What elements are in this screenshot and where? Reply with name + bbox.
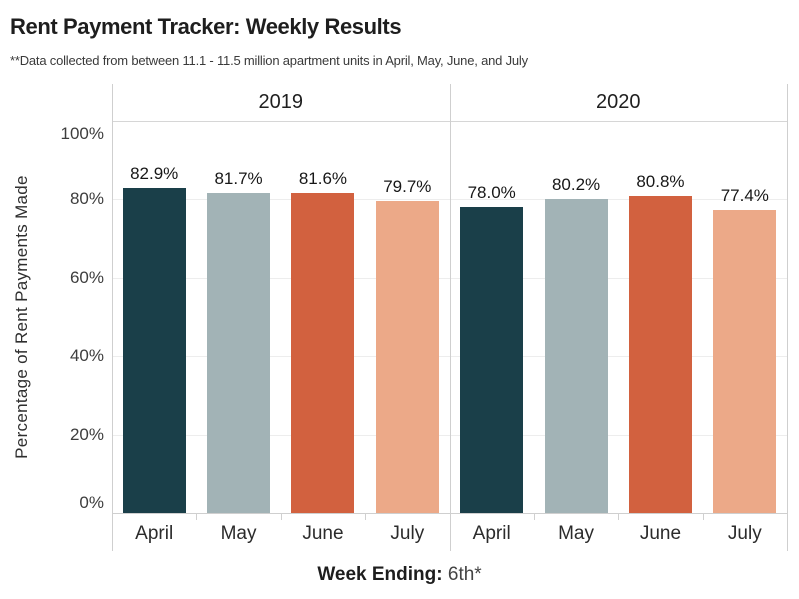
x-tick-label-april-2019: April [135, 523, 174, 544]
chart-subtitle: **Data collected from between 11.1 - 11.… [10, 53, 528, 68]
bar-june-2019[interactable] [291, 193, 355, 513]
bar-value-label: 82.9% [130, 164, 179, 184]
bar-value-label: 81.7% [214, 168, 263, 188]
y-tick-label: 40% [69, 346, 104, 366]
bar-value-label: 80.2% [551, 174, 601, 194]
bar-value-label: 78.0% [467, 183, 516, 203]
category-tick [280, 513, 282, 520]
y-tick-label: 100% [60, 124, 104, 143]
category-tick [196, 513, 198, 520]
x-tick-label-june-2020: June [639, 523, 682, 544]
bar-value-label: 80.8% [636, 172, 685, 192]
x-axis-caption: Week Ending: 6th* [0, 564, 799, 586]
pane-border [112, 84, 113, 551]
category-tick [618, 513, 620, 520]
x-tick-label-may-2019: May [220, 523, 257, 544]
category-tick [702, 513, 704, 520]
x-axis-caption-value: 6th* [447, 564, 482, 585]
group-header-2019: 2019 [258, 91, 304, 113]
bar-june-2020[interactable] [628, 196, 692, 513]
y-tick-label: 0% [79, 493, 104, 512]
bar-value-label: 79.7% [383, 176, 432, 196]
category-tick [365, 513, 367, 520]
bar-value-label: 77.4% [720, 185, 769, 205]
group-header-2020: 2020 [596, 91, 641, 113]
bar-value-label: 81.6% [298, 169, 348, 189]
bar-july-2020[interactable] [713, 209, 777, 513]
chart-title: Rent Payment Tracker: Weekly Results [10, 14, 402, 39]
y-tick-label: 80% [69, 189, 104, 209]
y-tick-label: 20% [69, 424, 104, 444]
bar-may-2020[interactable] [544, 198, 608, 513]
x-tick-label-may-2020: May [558, 523, 595, 544]
bar-may-2019[interactable] [207, 192, 271, 513]
group-divider [449, 84, 451, 551]
category-tick [533, 513, 535, 520]
x-tick-label-july-2020: July [727, 523, 762, 544]
bar-april-2020[interactable] [460, 207, 524, 513]
x-tick-label-april-2020: April [472, 523, 511, 544]
x-tick-label-july-2019: July [390, 523, 425, 544]
x-axis-caption-label: Week Ending: [317, 564, 443, 585]
bar-july-2019[interactable] [375, 200, 439, 513]
bar-april-2019[interactable] [122, 188, 186, 513]
y-tick-label: 60% [69, 267, 104, 287]
pane-border [787, 84, 788, 551]
x-tick-label-june-2019: June [302, 523, 344, 544]
y-axis-title: Percentage of Rent Payments Made [12, 175, 31, 459]
